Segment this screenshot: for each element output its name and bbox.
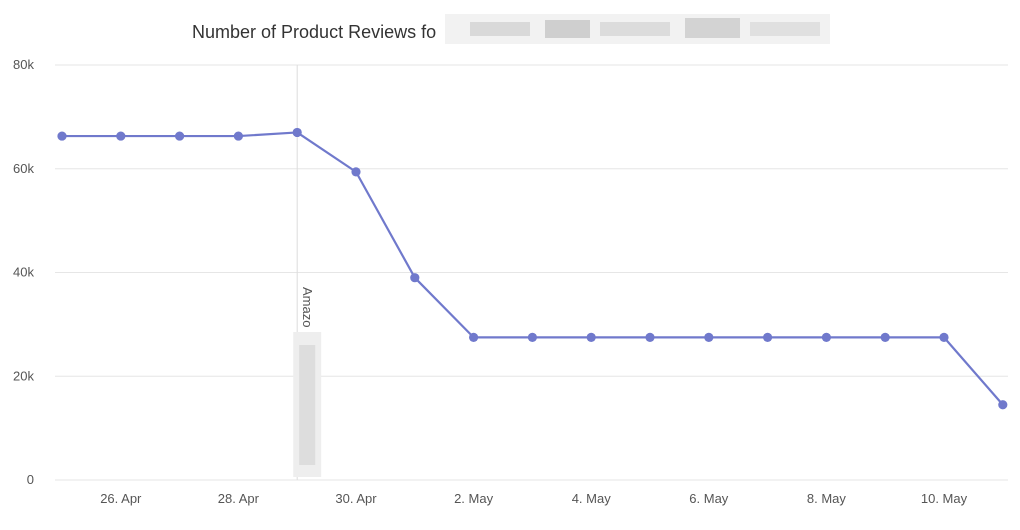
series-line — [62, 131, 1004, 406]
data-point — [704, 332, 714, 342]
data-point — [998, 400, 1008, 410]
data-point — [821, 332, 832, 342]
series-group — [57, 127, 1008, 410]
y-tick-label: 60k — [13, 161, 34, 176]
data-point — [527, 332, 538, 342]
data-point — [469, 332, 479, 342]
y-tick-label: 80k — [13, 57, 34, 72]
x-tick-label: 10. May — [921, 491, 968, 506]
x-tick-label: 4. May — [572, 491, 612, 506]
chart-title: Number of Product Reviews fo — [192, 22, 436, 42]
annotation-redaction-mask — [299, 345, 316, 465]
data-point — [939, 332, 949, 342]
data-point — [763, 332, 773, 342]
y-axis-labels: 0 20k 40k 60k 80k — [13, 57, 34, 487]
y-tick-label: 0 — [27, 472, 34, 487]
data-point — [116, 131, 126, 141]
data-point — [880, 332, 890, 342]
x-axis-labels: 26. Apr 28. Apr 30. Apr 2. May 4. May 6. May 8… — [100, 491, 967, 506]
data-point — [351, 167, 361, 177]
x-tick-label: 26. Apr — [100, 491, 142, 506]
data-point — [410, 273, 420, 283]
y-grid-lines — [55, 64, 1008, 481]
x-tick-label: 2. May — [454, 491, 494, 506]
data-point — [292, 127, 302, 138]
data-point — [645, 332, 655, 342]
data-point — [233, 131, 243, 141]
y-tick-label: 20k — [13, 368, 34, 383]
annotations: Amazo — [293, 65, 322, 480]
data-point — [57, 131, 67, 141]
x-tick-label: 30. Apr — [335, 491, 377, 506]
title-redaction-mask — [445, 14, 830, 44]
data-point — [175, 131, 185, 141]
x-tick-label: 6. May — [689, 491, 729, 506]
x-tick-label: 8. May — [807, 491, 847, 506]
y-tick-label: 40k — [13, 265, 34, 280]
data-point — [586, 332, 596, 342]
annotation-label: Amazo — [300, 287, 315, 327]
x-tick-label: 28. Apr — [218, 491, 260, 506]
